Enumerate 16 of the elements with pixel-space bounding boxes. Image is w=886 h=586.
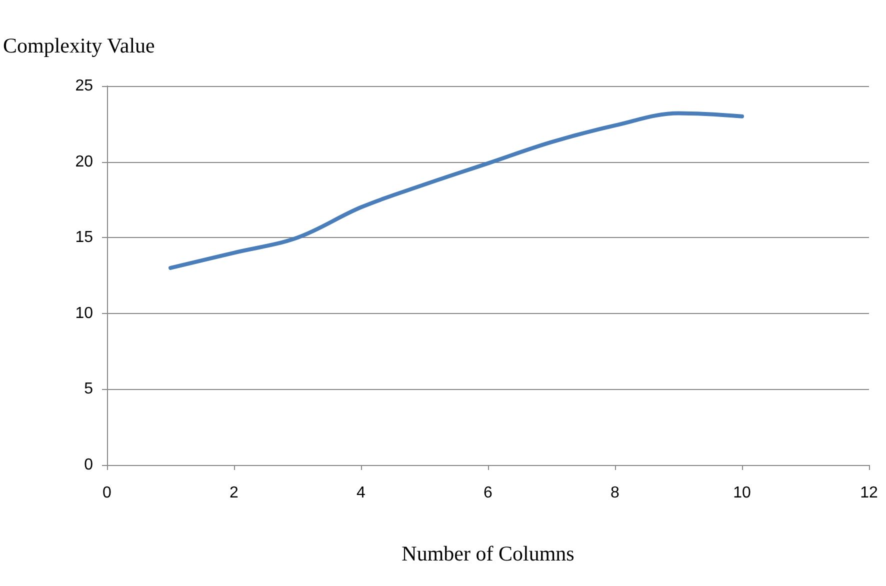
y-tick-label: 20 xyxy=(75,153,94,170)
line-series xyxy=(168,111,744,270)
x-tick-label: 6 xyxy=(484,484,493,502)
y-tick-label: 10 xyxy=(75,304,94,322)
x-tick-label: 12 xyxy=(860,484,878,502)
x-tick-label: 2 xyxy=(230,484,239,502)
y-axis-title: Complexity Value xyxy=(3,34,155,58)
y-tick-label: 0 xyxy=(84,456,94,474)
x-tick-label: 0 xyxy=(102,484,112,502)
x-tick-label: 8 xyxy=(610,484,620,502)
y-tick-label: 5 xyxy=(84,380,94,398)
y-tick-label: 15 xyxy=(75,229,94,246)
x-axis-title: Number of Columns xyxy=(402,542,574,566)
y-tick-label: 25 xyxy=(75,78,94,94)
x-tick-label: 10 xyxy=(733,484,751,502)
x-tick-label: 4 xyxy=(356,484,366,502)
